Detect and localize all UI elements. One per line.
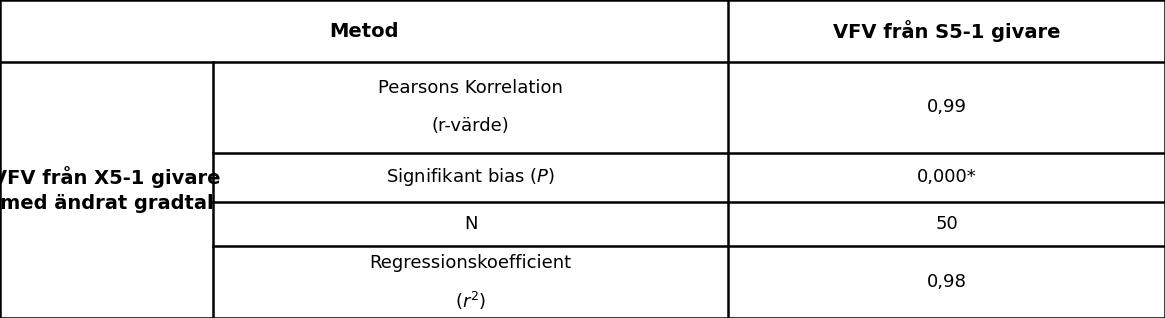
Text: (r-värde): (r-värde) (432, 117, 509, 135)
Text: $(r^{2})$: $(r^{2})$ (456, 290, 486, 312)
Text: Pearsons Korrelation: Pearsons Korrelation (379, 79, 563, 97)
Text: 0,99: 0,99 (926, 98, 967, 116)
Text: 50: 50 (935, 215, 958, 233)
Text: Regressionskoefficient: Regressionskoefficient (369, 254, 572, 272)
Text: Metod: Metod (330, 22, 398, 40)
Text: 0,000*: 0,000* (917, 168, 976, 186)
Text: Signifikant bias ($P$): Signifikant bias ($P$) (386, 166, 556, 188)
Text: 0,98: 0,98 (926, 273, 967, 291)
Text: VFV från S5-1 givare: VFV från S5-1 givare (833, 20, 1060, 42)
Text: VFV från X5-1 givare
med ändrat gradtal: VFV från X5-1 givare med ändrat gradtal (0, 167, 221, 213)
Text: N: N (464, 215, 478, 233)
